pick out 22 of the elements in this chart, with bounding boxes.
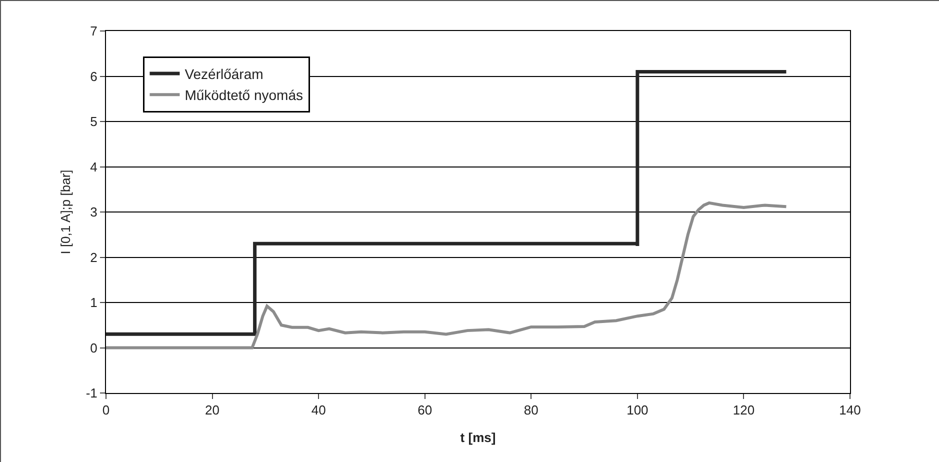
- line-series: [106, 201, 788, 350]
- y-tick-label: 7: [90, 24, 98, 39]
- x-tick-label: 20: [205, 402, 220, 418]
- y-axis-title: I [0,1 A];p [bar]: [58, 170, 73, 254]
- legend-label: Működtető nyomás: [184, 87, 303, 104]
- x-axis-title: t [ms]: [460, 430, 496, 445]
- y-tick-label: 6: [90, 68, 98, 84]
- x-tick-label: 0: [102, 402, 110, 418]
- y-tick-label: 0: [90, 340, 98, 356]
- y-tick-label: 2: [90, 250, 98, 265]
- x-tick-label: 80: [524, 402, 538, 418]
- legend-label: Vezérlőáram: [184, 66, 264, 82]
- x-tick-label: 60: [418, 402, 432, 418]
- y-tick-label: 3: [90, 204, 98, 220]
- x-tick-label: 120: [732, 402, 755, 418]
- x-tick-label: 100: [626, 402, 648, 418]
- y-tick-label: 4: [90, 159, 98, 174]
- y-tick-label: -1: [86, 386, 98, 401]
- y-tick-label: 5: [90, 114, 98, 130]
- y-tick-label: 1: [90, 295, 98, 310]
- x-tick-label: 140: [839, 402, 861, 418]
- x-tick-label: 40: [311, 402, 326, 418]
